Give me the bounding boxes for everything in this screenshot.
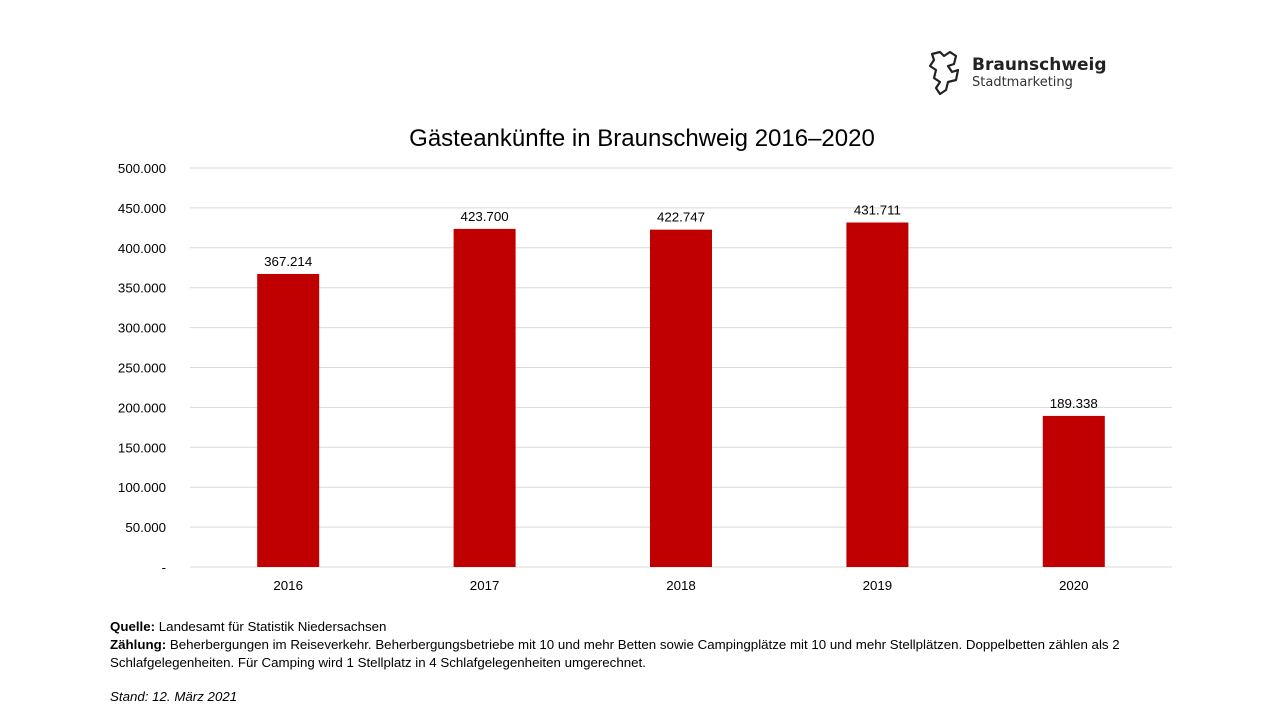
data-label: 423.700 [461, 209, 509, 224]
y-tick-label: 150.000 [118, 440, 166, 455]
logo-subtitle: Stadtmarketing [972, 75, 1073, 90]
y-tick-label: 450.000 [118, 201, 166, 216]
bar-2017 [453, 228, 516, 568]
y-tick-label: 100.000 [118, 480, 166, 495]
bar-2016 [257, 273, 320, 567]
y-tick-label: 250.000 [118, 361, 166, 376]
stand-date: Stand: 12. März 2021 [110, 689, 238, 704]
bar-2019 [846, 222, 909, 567]
count-label: Zählung: [110, 637, 167, 652]
brand-logo: Braunschweig Stadtmarketing [926, 48, 1107, 98]
chart-title: Gästeankünfte in Braunschweig 2016–2020 [409, 125, 875, 152]
count-note: Zählung: Beherbergungen im Reiseverkehr.… [110, 636, 1220, 672]
y-tick-label: 300.000 [118, 321, 166, 336]
data-label: 367.214 [264, 254, 312, 269]
x-tick-label: 2019 [863, 578, 893, 593]
bar-2018 [650, 229, 712, 567]
y-tick-label: 350.000 [118, 281, 166, 296]
source-text: Landesamt für Statistik Niedersachsen [155, 619, 387, 634]
bar-2020 [1042, 415, 1105, 567]
lion-icon [928, 50, 960, 96]
bar-chart: Gästeankünfte in Braunschweig 2016–2020 … [118, 125, 1172, 593]
y-tick-label: 200.000 [118, 400, 166, 415]
y-tick-label: 500.000 [118, 161, 166, 176]
source-note: Quelle: Landesamt für Statistik Niedersa… [110, 618, 1220, 636]
count-text: Beherbergungen im Reiseverkehr. Beherber… [110, 637, 1120, 670]
data-label: 189.338 [1050, 396, 1098, 411]
y-tick-label: 400.000 [118, 241, 166, 256]
x-tick-label: 2016 [273, 578, 303, 593]
y-tick-label: 50.000 [125, 520, 166, 535]
x-tick-label: 2020 [1059, 578, 1089, 593]
logo-title: Braunschweig [972, 55, 1107, 75]
x-tick-label: 2017 [470, 578, 500, 593]
x-tick-label: 2018 [666, 578, 696, 593]
data-label: 431.711 [854, 202, 901, 217]
source-label: Quelle: [110, 619, 156, 634]
data-label: 422.747 [657, 210, 705, 225]
y-tick-label: - [162, 560, 166, 575]
